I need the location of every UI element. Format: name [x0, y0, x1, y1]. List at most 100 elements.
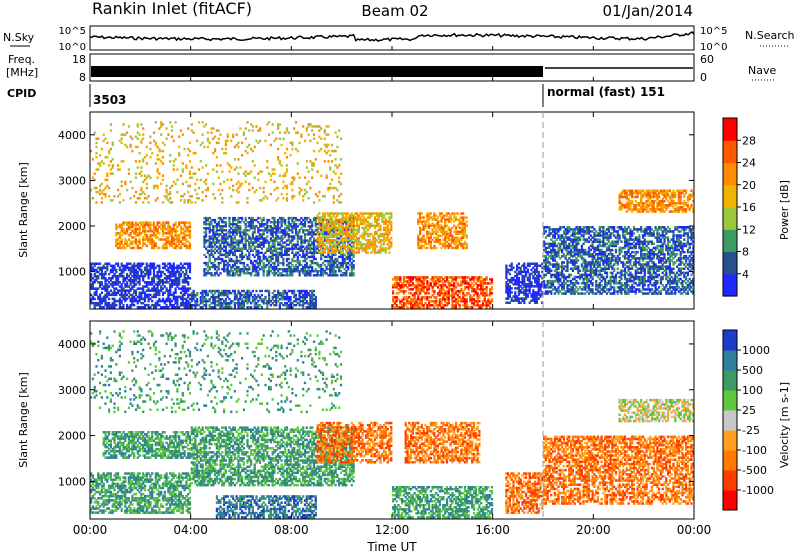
power-cell — [336, 212, 339, 215]
power-cell — [248, 245, 251, 248]
power-cell — [402, 292, 405, 295]
power-cell — [273, 300, 276, 303]
power-cell — [314, 257, 317, 261]
power-cell — [330, 245, 334, 248]
power-cell — [268, 300, 271, 303]
power-cell — [348, 247, 352, 250]
power-cell — [535, 274, 538, 278]
power-cell — [478, 288, 481, 291]
power-cell — [534, 268, 537, 272]
power-cell — [472, 294, 476, 297]
power-cell — [277, 247, 280, 250]
power-cell — [303, 239, 307, 242]
power-cell — [169, 301, 172, 305]
power-cell — [241, 298, 244, 301]
power-cell — [280, 223, 283, 226]
power-cell — [291, 302, 294, 305]
power-cell — [384, 226, 387, 230]
power-cell — [149, 270, 152, 274]
power-cell — [158, 283, 161, 286]
power-cell — [429, 234, 432, 237]
power-cell — [251, 295, 254, 299]
power-cell — [476, 276, 479, 279]
power-cell — [537, 283, 540, 286]
power-cell — [435, 218, 438, 221]
power-cell — [257, 272, 260, 275]
power-cell — [321, 230, 325, 234]
power-cell — [109, 268, 112, 272]
power-cell — [176, 285, 179, 288]
power-cell — [278, 243, 281, 246]
power-cell — [318, 251, 321, 254]
power-cell — [454, 232, 458, 235]
power-cell — [140, 262, 143, 265]
power-cell — [208, 231, 211, 234]
power-cell — [417, 212, 420, 215]
power-cell — [361, 226, 364, 230]
power-cell — [303, 253, 307, 257]
power-cell — [332, 253, 335, 257]
power-cell — [120, 272, 123, 276]
power-cell — [564, 248, 567, 252]
power-cell — [167, 242, 170, 245]
power-cell — [530, 272, 533, 276]
power-cell — [562, 286, 565, 289]
power-cell — [343, 230, 346, 234]
power-cell — [530, 295, 533, 298]
power-cell — [546, 226, 549, 229]
power-cell — [133, 272, 136, 276]
power-cell — [149, 227, 152, 231]
power-cell — [440, 226, 443, 229]
power-cell — [366, 220, 369, 223]
power-cell — [557, 273, 560, 277]
power-cell — [131, 279, 134, 282]
power-cell — [566, 286, 569, 289]
power-cell — [381, 232, 384, 236]
power-cell — [158, 293, 161, 297]
power-cell — [318, 236, 321, 240]
power-cell — [438, 234, 441, 237]
power-cell — [393, 284, 396, 287]
power-cell — [260, 218, 263, 222]
power-cell — [212, 245, 215, 248]
power-cell — [203, 261, 206, 265]
power-cell — [163, 264, 166, 268]
power-cell — [241, 253, 244, 257]
power-cell — [445, 280, 449, 283]
power-cell — [343, 268, 346, 271]
power-cell — [271, 265, 274, 269]
power-cell — [303, 302, 307, 305]
power-cell — [534, 272, 537, 276]
power-cell — [564, 255, 567, 258]
power-cell — [316, 251, 319, 254]
power-cell — [489, 292, 492, 295]
power-cell — [133, 279, 136, 282]
power-cell — [118, 285, 121, 288]
power-cell — [377, 241, 380, 244]
power-cell — [320, 232, 323, 236]
power-cell — [260, 247, 263, 250]
power-cell — [561, 282, 564, 285]
power-cell — [246, 268, 249, 271]
power-cell — [431, 300, 434, 303]
power-cell — [237, 306, 240, 309]
power-cell — [318, 233, 321, 236]
power-cell — [408, 280, 411, 283]
power-cell — [557, 267, 560, 270]
power-cell — [381, 212, 384, 215]
power-cell — [232, 265, 235, 269]
power-cell — [167, 229, 170, 233]
power-cell — [93, 287, 96, 290]
power-cell — [361, 212, 364, 215]
power-cell — [341, 218, 344, 221]
power-cell — [269, 251, 272, 254]
power-cell — [219, 229, 222, 232]
power-cell — [359, 220, 362, 223]
power-cell — [343, 221, 346, 224]
power-cell — [183, 223, 186, 226]
power-cell — [131, 293, 134, 297]
power-cell — [169, 285, 172, 288]
power-cell — [338, 218, 341, 221]
power-cell — [517, 289, 520, 292]
power-cell — [454, 246, 458, 250]
